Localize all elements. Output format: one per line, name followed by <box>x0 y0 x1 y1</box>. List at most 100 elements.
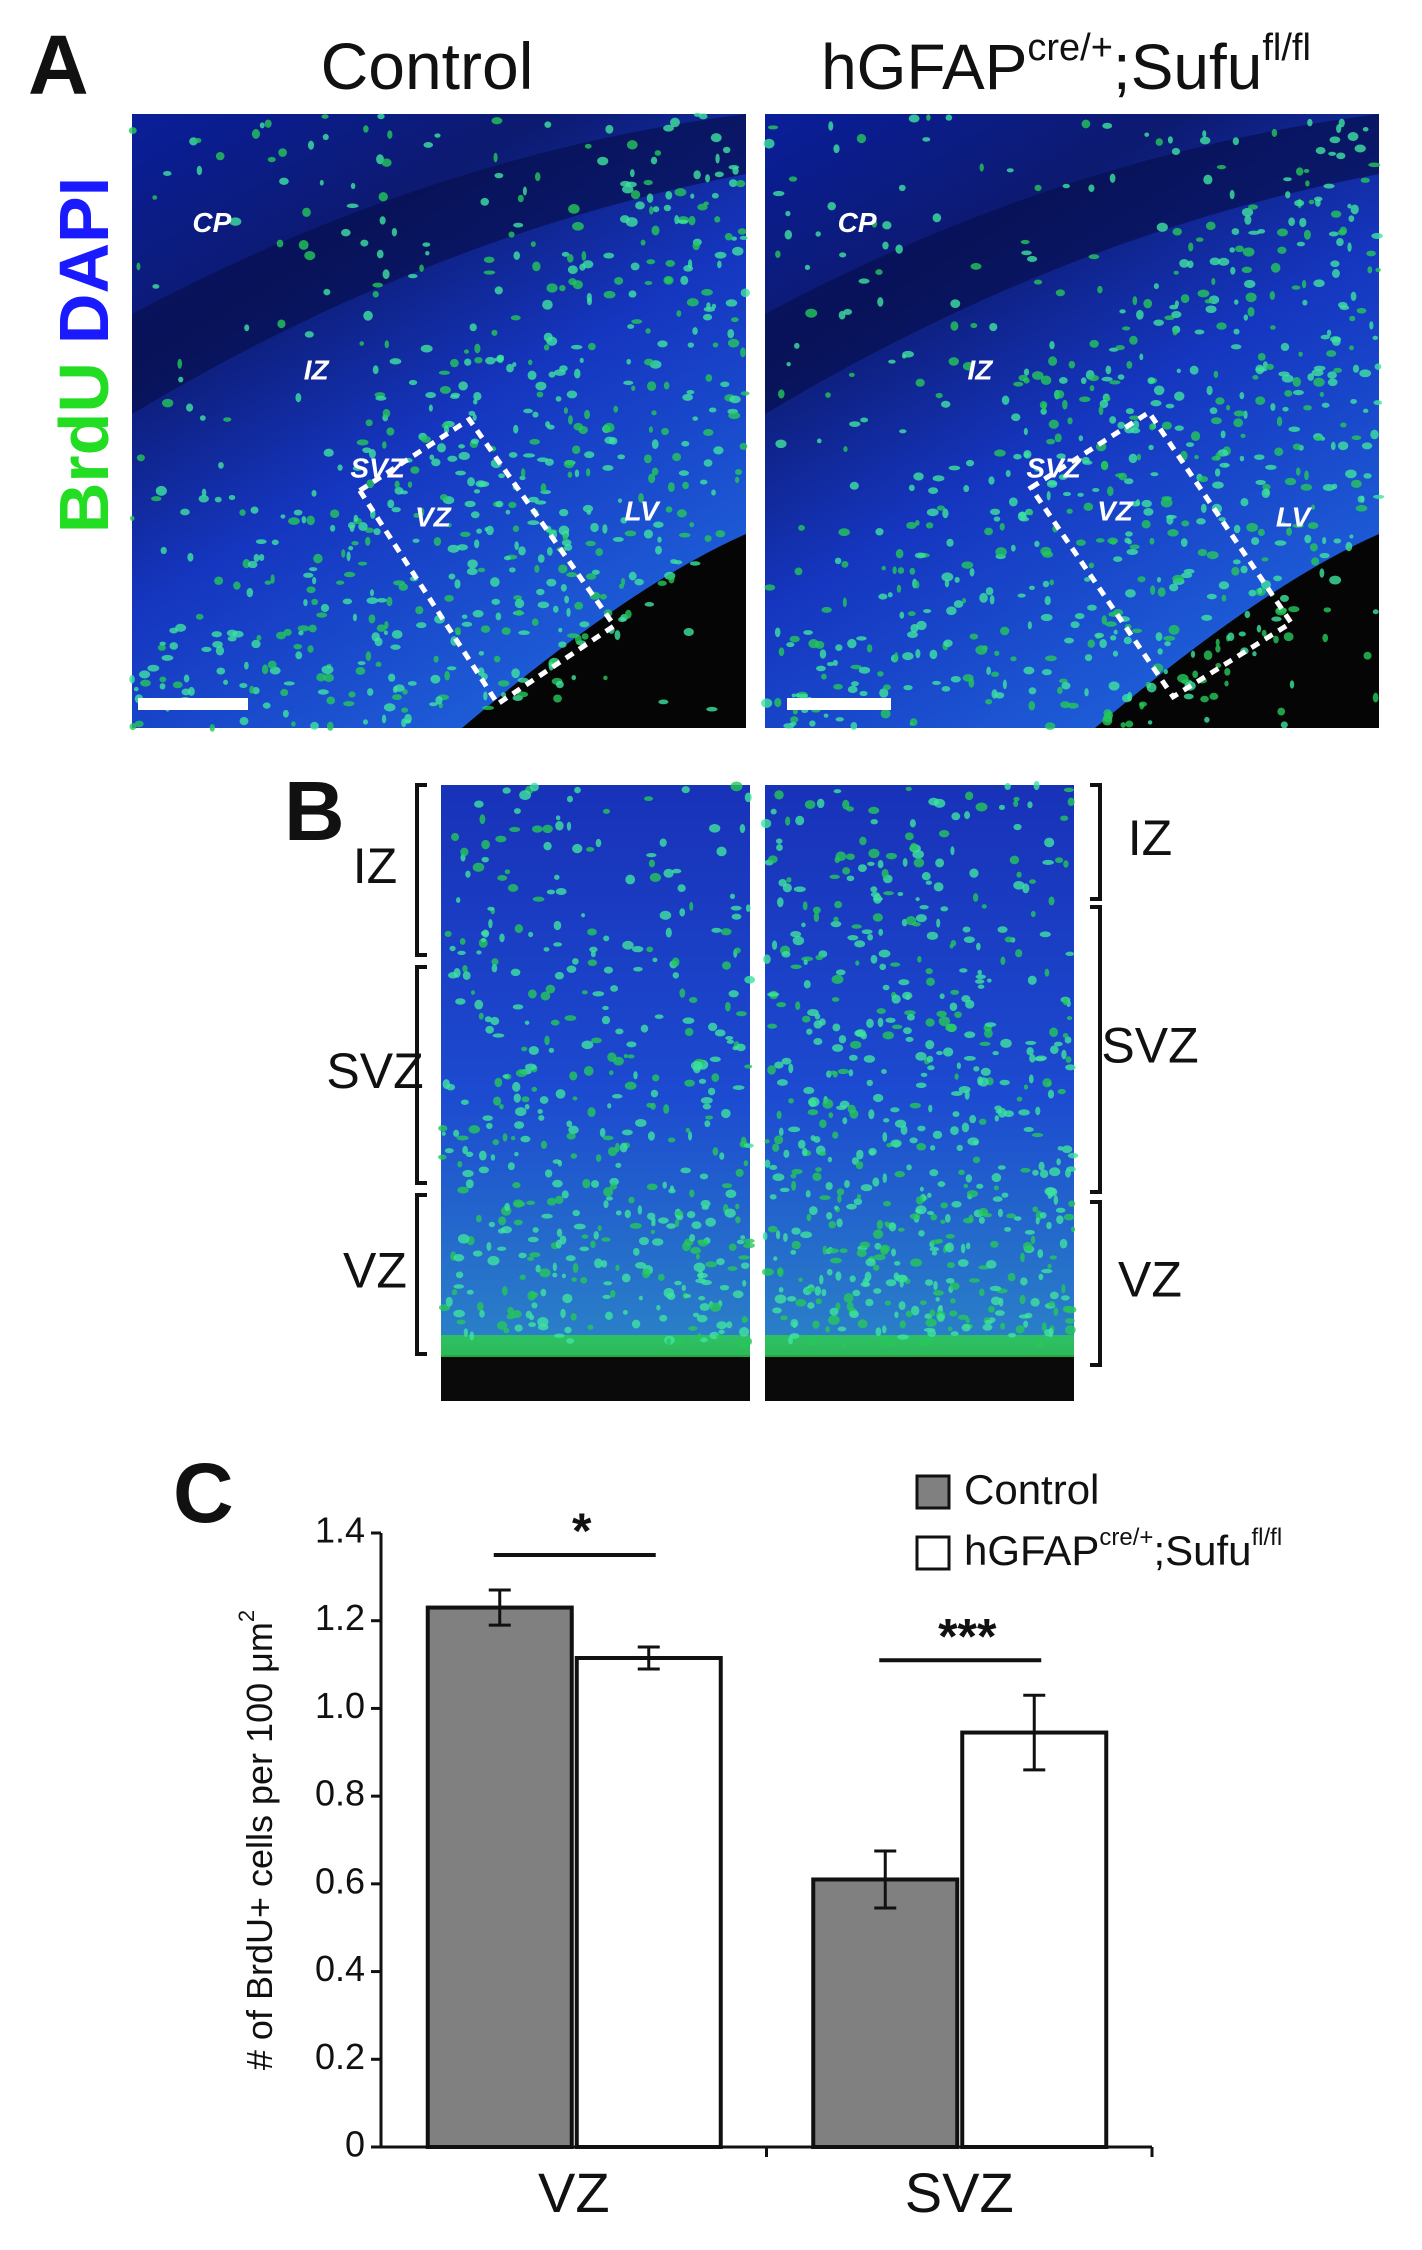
cell <box>566 1338 575 1344</box>
cell <box>1165 403 1175 409</box>
cell <box>399 490 408 495</box>
cell <box>1125 589 1136 598</box>
cell <box>965 1317 970 1324</box>
legend-part: ;Sufu <box>1153 1527 1251 1574</box>
cell <box>497 680 510 687</box>
cell <box>979 592 988 603</box>
cell <box>688 1325 698 1331</box>
cell <box>485 525 494 536</box>
cell <box>1046 438 1056 445</box>
cell <box>348 545 354 551</box>
cell <box>1374 363 1382 370</box>
cell <box>1061 1145 1073 1154</box>
cell <box>601 1237 611 1242</box>
cell <box>1232 137 1240 146</box>
cell <box>308 567 318 572</box>
cell <box>629 1222 642 1229</box>
cell <box>497 874 508 881</box>
cell <box>654 1014 664 1019</box>
cell <box>614 276 624 285</box>
cell <box>910 842 918 852</box>
cell <box>909 1102 921 1109</box>
cell <box>494 172 504 179</box>
cell <box>528 989 537 999</box>
cell <box>244 661 249 670</box>
cell <box>476 950 482 955</box>
cell <box>834 557 842 565</box>
cell <box>569 1071 578 1081</box>
cell <box>721 1108 731 1119</box>
cell <box>382 269 390 280</box>
cell <box>559 365 568 372</box>
cell <box>1187 260 1194 269</box>
cell <box>1004 936 1014 943</box>
cell <box>677 884 686 893</box>
cell <box>666 1338 671 1345</box>
cell <box>1261 488 1270 499</box>
cell <box>360 239 369 247</box>
title-part: Control <box>321 29 534 103</box>
cell <box>929 649 938 660</box>
cell <box>791 693 796 698</box>
y-tick-label: 0.8 <box>315 1773 365 1814</box>
cell <box>807 1302 815 1309</box>
cell <box>1026 255 1038 263</box>
cell <box>597 156 609 166</box>
cell <box>530 1291 539 1298</box>
cell <box>499 933 505 943</box>
cell <box>1277 246 1287 254</box>
cell <box>691 1221 702 1229</box>
cell <box>682 1017 695 1024</box>
cell <box>568 204 580 214</box>
cell <box>644 280 653 285</box>
cell <box>196 165 203 176</box>
cell <box>1063 787 1075 793</box>
cell <box>801 1015 811 1023</box>
cell <box>454 579 461 589</box>
cell <box>646 193 654 203</box>
cell <box>791 1240 801 1250</box>
cell <box>585 468 591 477</box>
cell <box>555 815 561 821</box>
cell <box>689 1189 695 1198</box>
cell <box>725 1189 737 1199</box>
cell <box>472 862 485 872</box>
cell <box>323 288 331 296</box>
cell <box>537 554 545 563</box>
cell <box>678 532 691 538</box>
cell <box>867 861 875 867</box>
cell <box>795 1001 801 1011</box>
cell <box>949 1310 958 1317</box>
cell <box>681 1284 687 1292</box>
cell <box>129 723 137 731</box>
cell <box>651 439 659 450</box>
cell <box>1294 199 1305 207</box>
cell <box>487 1255 500 1266</box>
cell <box>389 358 402 365</box>
cell <box>724 1208 736 1218</box>
cell <box>177 358 183 369</box>
cell <box>663 381 670 390</box>
bar <box>425 1605 574 2149</box>
cell <box>152 284 160 289</box>
cell <box>1034 467 1043 472</box>
cell <box>1141 519 1151 529</box>
cell <box>695 1253 700 1260</box>
cell <box>477 667 485 677</box>
cell <box>502 787 511 794</box>
cell <box>926 931 939 940</box>
cell <box>1301 280 1307 289</box>
cell <box>674 1280 682 1286</box>
cell <box>307 645 314 653</box>
cell <box>517 194 524 203</box>
cell <box>548 1047 555 1053</box>
cell <box>1043 1328 1054 1337</box>
cell <box>368 614 376 624</box>
cell <box>1303 229 1311 240</box>
cell <box>684 1079 695 1087</box>
cell <box>651 225 660 236</box>
cell <box>729 893 736 899</box>
cell <box>878 949 891 958</box>
cell <box>994 1310 1005 1316</box>
cell <box>1252 651 1257 657</box>
